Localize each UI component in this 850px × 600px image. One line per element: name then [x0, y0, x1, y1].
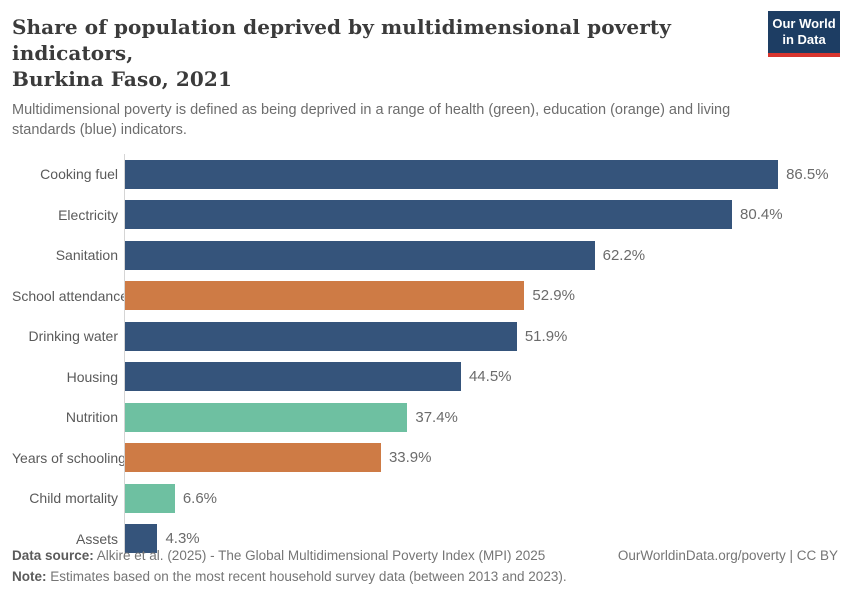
bar-chart: Cooking fuel 86.5% Electricity 80.4% Sanitat… [12, 154, 840, 560]
category-label: Child mortality [29, 490, 118, 507]
owid-logo-line1: Our World [772, 16, 836, 31]
owid-logo-line2: in Data [782, 32, 826, 48]
value-label: 62.2% [602, 246, 646, 264]
category-label: Assets [75, 530, 118, 547]
bar-row: Cooking fuel 86.5% [12, 154, 840, 195]
bar-track: 86.5% [124, 154, 840, 195]
bar-row: Child mortality 6.6% [12, 478, 840, 519]
value-label: 44.5% [468, 368, 512, 386]
category-label: Electricity [58, 206, 118, 223]
bar-housing[interactable] [125, 362, 461, 392]
owid-logo[interactable]: Our World in Data [768, 11, 840, 57]
bar-track: 80.4% [124, 194, 840, 236]
bar-sanitation[interactable] [125, 240, 595, 270]
chart-footer: Data source: Alkire et al. (2025) - The … [12, 545, 838, 587]
value-label: 6.6% [182, 489, 218, 507]
bar-school-attendance[interactable] [125, 281, 525, 311]
chart-title-line2: Burkina Faso, 2021 [12, 67, 232, 91]
bar-track: 52.9% [124, 275, 840, 317]
category-label: Housing [66, 368, 118, 385]
category-label: Nutrition [65, 409, 118, 426]
value-label: 37.4% [415, 408, 458, 426]
bar-row: School attendance 52.9% [12, 275, 840, 317]
bar-child-mortality[interactable] [125, 483, 175, 513]
bar-track: 33.9% [124, 437, 840, 479]
bar-nutrition[interactable] [125, 402, 408, 432]
bar-electricity[interactable] [125, 200, 733, 230]
value-label: 52.9% [532, 287, 575, 305]
chart-header: Share of population deprived by multidim… [12, 11, 840, 140]
note-label: Note: [12, 569, 47, 584]
bar-track: 4.3% [124, 518, 840, 560]
category-label: Sanitation [55, 247, 118, 264]
bar-row: Electricity 80.4% [12, 194, 840, 236]
chart-subtitle: Multidimensional poverty is defined as b… [12, 102, 731, 138]
bar-assets[interactable] [125, 524, 158, 554]
bar-years-of-schooling[interactable] [125, 443, 381, 473]
footer-left: Data source: Alkire et al. (2025) - The … [12, 545, 567, 587]
data-source-text: Alkire et al. (2025) - The Global Multid… [93, 548, 546, 563]
footer-attribution-link[interactable]: OurWorldinData.org/poverty | CC BY [617, 548, 838, 563]
data-source-line: Data source: Alkire et al. (2025) - The … [12, 545, 567, 566]
value-label: 80.4% [740, 206, 783, 224]
bar-drinking-water[interactable] [125, 321, 517, 351]
value-label: 51.9% [524, 327, 568, 345]
category-label: Years of schooling [12, 449, 126, 466]
value-label: 4.3% [165, 530, 200, 548]
bar-track: 6.6% [124, 478, 840, 519]
bar-track: 62.2% [124, 235, 840, 276]
bar-row: Sanitation 62.2% [12, 235, 840, 276]
bar-row: Housing 44.5% [12, 356, 840, 398]
category-label: Drinking water [28, 328, 118, 345]
bar-row: Nutrition 37.4% [12, 397, 840, 438]
bar-track: 51.9% [124, 316, 840, 357]
category-label: School attendance [12, 287, 128, 304]
bar-cooking-fuel[interactable] [125, 159, 779, 189]
bar-row: Years of schooling 33.9% [12, 437, 840, 479]
bar-row: Assets 4.3% [12, 518, 840, 560]
value-label: 33.9% [388, 449, 432, 467]
category-label: Cooking fuel [40, 166, 118, 183]
data-source-label: Data source: [12, 548, 94, 563]
bar-track: 37.4% [124, 397, 840, 438]
chart-title: Share of population deprived by multidim… [12, 14, 750, 92]
chart-title-line1: Share of population deprived by multidim… [12, 15, 671, 65]
note-text: Estimates based on the most recent house… [46, 569, 567, 584]
value-label: 86.5% [786, 165, 829, 183]
bar-row: Drinking water 51.9% [12, 316, 840, 357]
note-line: Note: Estimates based on the most recent… [12, 566, 567, 587]
bar-track: 44.5% [124, 356, 840, 398]
